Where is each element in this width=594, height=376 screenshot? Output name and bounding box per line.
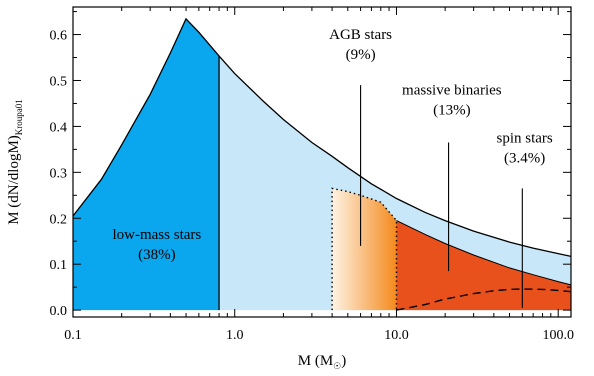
- annotation-percent-2: (13%): [433, 102, 471, 118]
- region-massive-binaries: [396, 220, 571, 311]
- frame-layer: [72, 6, 572, 318]
- x-tick-label: 10.0: [384, 328, 409, 343]
- lines-layer: [72, 17, 572, 311]
- annotation-label-1: AGB stars: [329, 27, 392, 43]
- annotation-percent-1: (9%): [346, 47, 376, 63]
- y-tick-label: 0.5: [50, 74, 68, 89]
- y-axis-label: M (dN/dlogM)Kroupa01: [6, 99, 24, 225]
- x-tick-label: 100.0: [542, 328, 574, 343]
- region-agb-stars: [332, 188, 397, 311]
- ticks-layer: 0.1 1.0 10.0 100.0 0.0 0.1 0.2 0.3 0.4 0.5 0.6: [50, 7, 574, 343]
- annotation-label-0: low-mass stars: [112, 227, 201, 243]
- region-low-mass-stars: [73, 18, 220, 311]
- y-tick-label: 0.0: [50, 304, 68, 319]
- labels-layer: M (M☉) M (dN/dlogM)Kroupa01 low-mass stars…: [6, 27, 553, 371]
- y-tick-label: 0.2: [50, 212, 68, 227]
- annotation-percent-3: (3.4%): [504, 150, 545, 166]
- y-tick-label: 0.6: [50, 29, 68, 44]
- region-intermediate-mass: [219, 56, 571, 311]
- x-tick-label: 1.0: [226, 328, 244, 343]
- annotation-percent-0: (38%): [138, 247, 176, 263]
- y-tick-label: 0.3: [50, 166, 68, 181]
- plot-frame: [72, 6, 572, 318]
- x-axis-label: M (M☉): [298, 353, 347, 371]
- agb-outline: [331, 187, 398, 311]
- annotation-label-3: spin stars: [496, 130, 552, 146]
- y-tick-label: 0.1: [50, 258, 68, 273]
- spin-stars-curve: [396, 288, 572, 311]
- annotation-label-2: massive binaries: [402, 82, 502, 98]
- regions-layer: [73, 18, 571, 311]
- y-tick-label: 0.4: [50, 120, 68, 135]
- imf-curve: [72, 17, 572, 258]
- x-tick-label: 0.1: [64, 328, 82, 343]
- massive-binaries-edge: [396, 220, 572, 286]
